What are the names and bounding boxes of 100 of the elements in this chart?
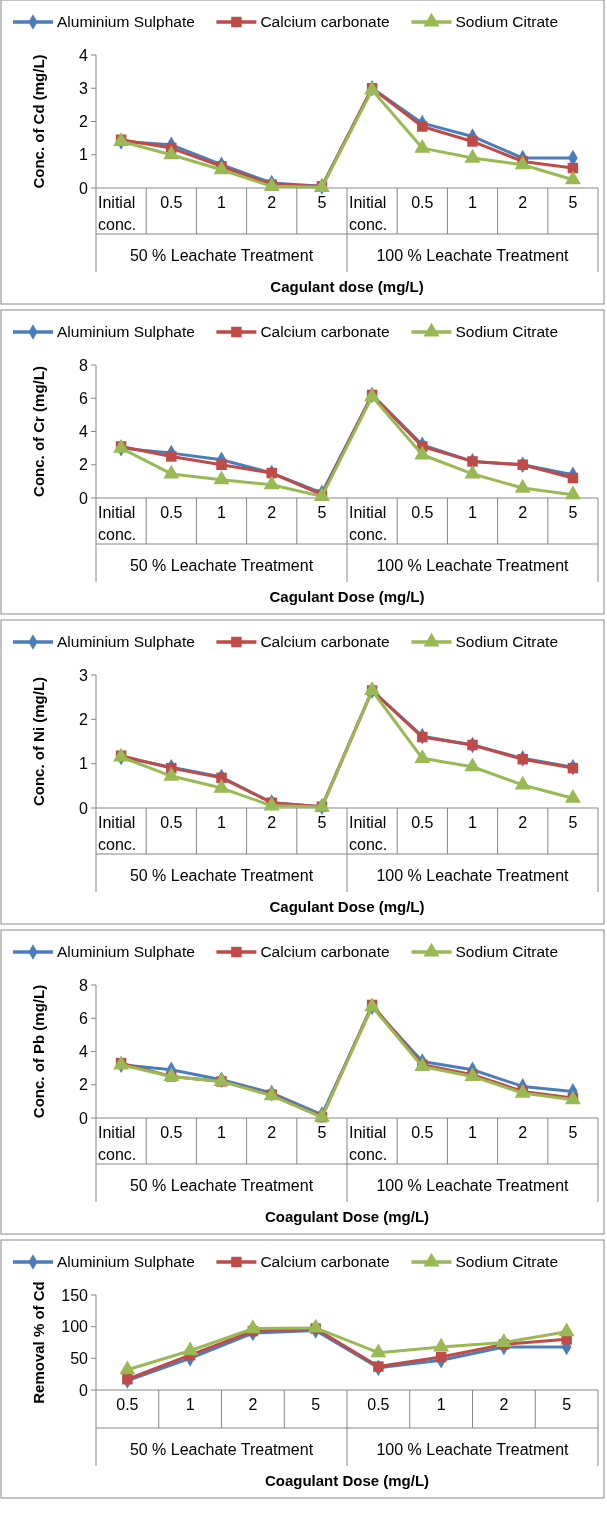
y-tick-label: 2 (79, 113, 89, 131)
x-tick-label: 0.5 (160, 1124, 183, 1141)
legend-label: Sodium Citrate (455, 323, 559, 341)
x-tick-label: Initial conc. (349, 1124, 388, 1163)
y-axis-title: Conc. of Cd (mg/L) (30, 54, 47, 189)
text: 50 % Leachate Treatment (129, 1177, 314, 1194)
y-tick-label: 6 (79, 389, 89, 407)
legend-label: Sodium Citrate (455, 633, 559, 651)
y-tick-label: 0 (79, 799, 89, 817)
text: 50 % Leachate Treatment (129, 1441, 314, 1458)
x-tick-label: 1 (217, 814, 227, 831)
y-tick-label: 3 (79, 666, 89, 684)
x-tick-label: 1 (468, 1124, 478, 1141)
legend-label: Sodium Citrate (455, 13, 559, 31)
y-tick-label: 0 (79, 489, 89, 507)
y-tick-label: 150 (61, 1286, 89, 1304)
x-tick-label: 1 (468, 504, 478, 521)
y-tick-label: 2 (79, 456, 89, 474)
y-tick-label: 6 (79, 1009, 89, 1027)
y-tick-label: 3 (79, 79, 89, 97)
x-axis-title: Cagulant Dose (mg/L) (269, 898, 425, 915)
legend-label: Sodium Citrate (455, 1253, 559, 1271)
y-tick-label: 8 (79, 976, 89, 994)
y-tick-label: 0 (79, 179, 89, 197)
x-tick-label: 0.5 (411, 1124, 434, 1141)
x-tick-label: 0.5 (160, 814, 183, 831)
x-tick-label: 5 (317, 1124, 327, 1141)
x-tick-label: Initial conc. (349, 504, 388, 543)
legend-label: Calcium carbonate (260, 943, 390, 961)
x-tick-label: 5 (317, 814, 327, 831)
legend-label: Calcium carbonate (260, 633, 390, 651)
x-tick-label: 0.5 (160, 504, 183, 521)
x-tick-label: 2 (499, 1396, 509, 1413)
x-tick-label: 1 (468, 814, 478, 831)
x-tick-label: 1 (217, 504, 227, 521)
x-tick-label: 2 (267, 814, 277, 831)
x-axis-title: Cagulant Dose (mg/L) (269, 588, 425, 605)
y-axis-title: Conc. of Ni (mg/L) (30, 676, 47, 807)
text: 100 % Leachate Treatment (376, 247, 570, 264)
x-tick-label: 0.5 (411, 504, 434, 521)
x-tick-label: 2 (267, 504, 277, 521)
legend-label: Aluminium Sulphate (57, 13, 195, 31)
y-tick-label: 4 (79, 423, 89, 441)
x-tick-label: 2 (518, 814, 528, 831)
x-tick-label: 1 (217, 1124, 227, 1141)
x-tick-label: Initial conc. (349, 194, 388, 233)
text: 100 % Leachate Treatment (376, 1177, 570, 1194)
legend-label: Aluminium Sulphate (57, 323, 195, 341)
legend-label: Calcium carbonate (260, 323, 390, 341)
y-tick-label: 0 (79, 1381, 89, 1399)
y-tick-label: 4 (79, 1043, 89, 1061)
x-tick-label: 5 (568, 1124, 578, 1141)
x-tick-label: 2 (518, 504, 528, 521)
legend-label: Sodium Citrate (455, 943, 559, 961)
x-tick-label: Initial conc. (349, 814, 388, 853)
x-tick-label: 2 (267, 194, 277, 211)
y-tick-label: 50 (70, 1349, 89, 1367)
x-tick-label: 0.5 (116, 1396, 139, 1413)
x-axis-title: Cagulant dose (mg/L) (270, 278, 424, 295)
x-tick-label: 5 (568, 814, 578, 831)
y-tick-label: 8 (79, 356, 89, 374)
x-tick-label: 5 (317, 194, 327, 211)
text: 100 % Leachate Treatment (376, 1441, 570, 1458)
text: 100 % Leachate Treatment (376, 867, 570, 884)
y-tick-label: 1 (79, 755, 89, 773)
x-tick-label: 5 (562, 1396, 572, 1413)
text: 50 % Leachate Treatment (129, 867, 314, 884)
x-tick-label: Initial conc. (98, 1124, 137, 1163)
x-tick-label: Initial conc. (98, 814, 137, 853)
x-tick-label: 5 (568, 194, 578, 211)
x-tick-label: 5 (568, 504, 578, 521)
x-tick-label: 1 (436, 1396, 446, 1413)
text: 50 % Leachate Treatment (129, 557, 314, 574)
x-axis-title: Coagulant Dose (mg/L) (264, 1208, 430, 1225)
x-tick-label: 5 (317, 504, 327, 521)
y-axis-title: Conc. of Pb (mg/L) (30, 984, 47, 1119)
x-tick-label: 1 (217, 194, 227, 211)
x-tick-label: 2 (248, 1396, 258, 1413)
legend-label: Aluminium Sulphate (57, 943, 195, 961)
y-tick-label: 0 (79, 1109, 89, 1127)
y-tick-label: 4 (79, 46, 89, 64)
y-tick-label: 1 (79, 146, 89, 164)
x-tick-label: 2 (518, 194, 528, 211)
x-tick-label: 0.5 (367, 1396, 390, 1413)
x-tick-label: 2 (267, 1124, 277, 1141)
x-tick-label: 1 (185, 1396, 195, 1413)
x-tick-label: 0.5 (411, 194, 434, 211)
x-tick-label: 1 (468, 194, 478, 211)
y-tick-label: 2 (79, 710, 89, 728)
legend-label: Aluminium Sulphate (57, 1253, 195, 1271)
legend-label: Aluminium Sulphate (57, 633, 195, 651)
x-tick-label: 0.5 (160, 194, 183, 211)
text: 50 % Leachate Treatment (129, 247, 314, 264)
y-axis-title: Removal % of Cd (30, 1281, 47, 1404)
legend-label: Calcium carbonate (260, 1253, 390, 1271)
x-tick-label: 0.5 (411, 814, 434, 831)
x-tick-label: Initial conc. (98, 194, 137, 233)
y-tick-label: 100 (61, 1318, 89, 1336)
x-tick-label: 2 (518, 1124, 528, 1141)
text: 100 % Leachate Treatment (376, 557, 570, 574)
